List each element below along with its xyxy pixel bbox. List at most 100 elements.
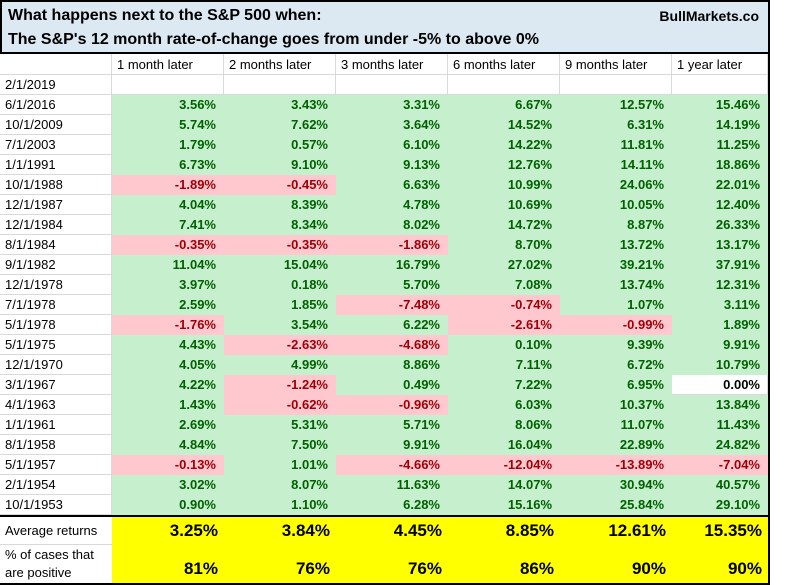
- table-row: 10/1/2009 5.74% 7.62% 3.64% 14.52% 6.31% 14.19…: [0, 115, 768, 135]
- page-subtitle: The S&P's 12 month rate-of-change goes f…: [8, 31, 540, 48]
- header-row: 1 month later 2 months later 3 months late…: [0, 54, 768, 75]
- return-cell: 6.22%: [336, 315, 448, 335]
- return-cell: 11.63%: [336, 475, 448, 495]
- return-cell: 2.69%: [112, 415, 224, 435]
- return-cell: 3.54%: [224, 315, 336, 335]
- return-cell: [224, 75, 336, 95]
- return-cell: 40.57%: [672, 475, 768, 495]
- title-block: What happens next to the S&P 500 when: T…: [0, 0, 770, 54]
- return-cell: 9.10%: [224, 155, 336, 175]
- return-cell: 18.86%: [672, 155, 768, 175]
- return-cell: 13.84%: [672, 395, 768, 415]
- corner-cell: [0, 54, 112, 75]
- return-cell: 7.50%: [224, 435, 336, 455]
- return-cell: -0.62%: [224, 395, 336, 415]
- return-cell: 3.56%: [112, 95, 224, 115]
- return-cell: 5.31%: [224, 415, 336, 435]
- return-cell: 8.07%: [224, 475, 336, 495]
- return-cell: 30.94%: [560, 475, 672, 495]
- return-cell: 9.39%: [560, 335, 672, 355]
- summary-section: Average returns 3.25% 3.84% 4.45% 8.85% 12.6…: [0, 515, 770, 585]
- return-cell: -7.04%: [672, 455, 768, 475]
- table-row: 5/1/1978 -1.76% 3.54% 6.22% -2.61% -0.99% 1.89…: [0, 315, 768, 335]
- return-cell: 7.62%: [224, 115, 336, 135]
- return-cell: -1.24%: [224, 375, 336, 395]
- return-cell: 1.10%: [224, 495, 336, 515]
- date-cell: 2/1/2019: [0, 75, 112, 95]
- return-cell: -0.96%: [336, 395, 448, 415]
- return-cell: 12.57%: [560, 95, 672, 115]
- return-cell: -4.68%: [336, 335, 448, 355]
- table-row: 9/1/1982 11.04% 15.04% 16.79% 27.02% 39.21% 37…: [0, 255, 768, 275]
- date-cell: 8/1/1958: [0, 435, 112, 455]
- column-header: 1 year later: [672, 54, 768, 75]
- return-cell: 0.00%: [672, 375, 768, 395]
- percent-positive-label-line1: % of cases that: [5, 547, 94, 562]
- table-row: 10/1/1953 0.90% 1.10% 6.28% 15.16% 25.84% 29.1…: [0, 495, 768, 515]
- return-cell: 22.89%: [560, 435, 672, 455]
- return-cell: 6.28%: [336, 495, 448, 515]
- return-cell: 11.04%: [112, 255, 224, 275]
- return-cell: 6.73%: [112, 155, 224, 175]
- date-cell: 10/1/1953: [0, 495, 112, 515]
- return-cell: 1.01%: [224, 455, 336, 475]
- table-row: 2/1/2019: [0, 75, 768, 95]
- return-cell: 25.84%: [560, 495, 672, 515]
- return-cell: -0.45%: [224, 175, 336, 195]
- return-cell: 4.04%: [112, 195, 224, 215]
- date-cell: 7/1/2003: [0, 135, 112, 155]
- return-cell: 0.57%: [224, 135, 336, 155]
- date-cell: 9/1/1982: [0, 255, 112, 275]
- return-cell: [336, 75, 448, 95]
- return-cell: -0.35%: [224, 235, 336, 255]
- return-cell: -2.61%: [448, 315, 560, 335]
- return-cell: 1.43%: [112, 395, 224, 415]
- average-returns-label: Average returns: [0, 517, 112, 545]
- return-cell: -4.66%: [336, 455, 448, 475]
- percent-positive-cell: 90%: [560, 545, 672, 583]
- return-cell: 13.17%: [672, 235, 768, 255]
- date-cell: 12/1/1984: [0, 215, 112, 235]
- return-cell: 6.72%: [560, 355, 672, 375]
- return-cell: 1.85%: [224, 295, 336, 315]
- return-cell: 10.05%: [560, 195, 672, 215]
- return-cell: 14.11%: [560, 155, 672, 175]
- return-cell: 12.76%: [448, 155, 560, 175]
- percent-positive-cell: 76%: [336, 545, 448, 583]
- return-cell: 5.71%: [336, 415, 448, 435]
- date-cell: 10/1/2009: [0, 115, 112, 135]
- percent-positive-label-line2: are positive: [5, 565, 72, 580]
- return-cell: 7.41%: [112, 215, 224, 235]
- return-cell: 4.05%: [112, 355, 224, 375]
- date-cell: 2/1/1954: [0, 475, 112, 495]
- return-cell: -1.86%: [336, 235, 448, 255]
- return-cell: 0.90%: [112, 495, 224, 515]
- return-cell: 26.33%: [672, 215, 768, 235]
- return-cell: -0.35%: [112, 235, 224, 255]
- brand-link[interactable]: BullMarkets.co: [659, 8, 759, 24]
- return-cell: 15.46%: [672, 95, 768, 115]
- return-cell: 15.16%: [448, 495, 560, 515]
- average-return-cell: 8.85%: [448, 517, 560, 545]
- return-cell: 10.99%: [448, 175, 560, 195]
- returns-tbody: 2/1/2019 6/1/2016 3.56% 3.43% 3.31% 6.67% 12.5…: [0, 75, 768, 515]
- percent-positive-cell: 90%: [672, 545, 768, 583]
- return-cell: 0.10%: [448, 335, 560, 355]
- return-cell: -1.89%: [112, 175, 224, 195]
- return-cell: 2.59%: [112, 295, 224, 315]
- return-cell: 22.01%: [672, 175, 768, 195]
- table-row: 10/1/1988 -1.89% -0.45% 6.63% 10.99% 24.06% 22…: [0, 175, 768, 195]
- return-cell: 4.84%: [112, 435, 224, 455]
- return-cell: [672, 75, 768, 95]
- percent-positive-cell: 86%: [448, 545, 560, 583]
- return-cell: 12.31%: [672, 275, 768, 295]
- return-cell: 8.02%: [336, 215, 448, 235]
- table-row: 4/1/1963 1.43% -0.62% -0.96% 6.03% 10.37% 13.8…: [0, 395, 768, 415]
- return-cell: 10.69%: [448, 195, 560, 215]
- return-cell: 37.91%: [672, 255, 768, 275]
- return-cell: 4.78%: [336, 195, 448, 215]
- table-row: 5/1/1975 4.43% -2.63% -4.68% 0.10% 9.39% 9.91%: [0, 335, 768, 355]
- return-cell: 8.06%: [448, 415, 560, 435]
- return-cell: 8.87%: [560, 215, 672, 235]
- sheet: What happens next to the S&P 500 when: T…: [0, 0, 770, 585]
